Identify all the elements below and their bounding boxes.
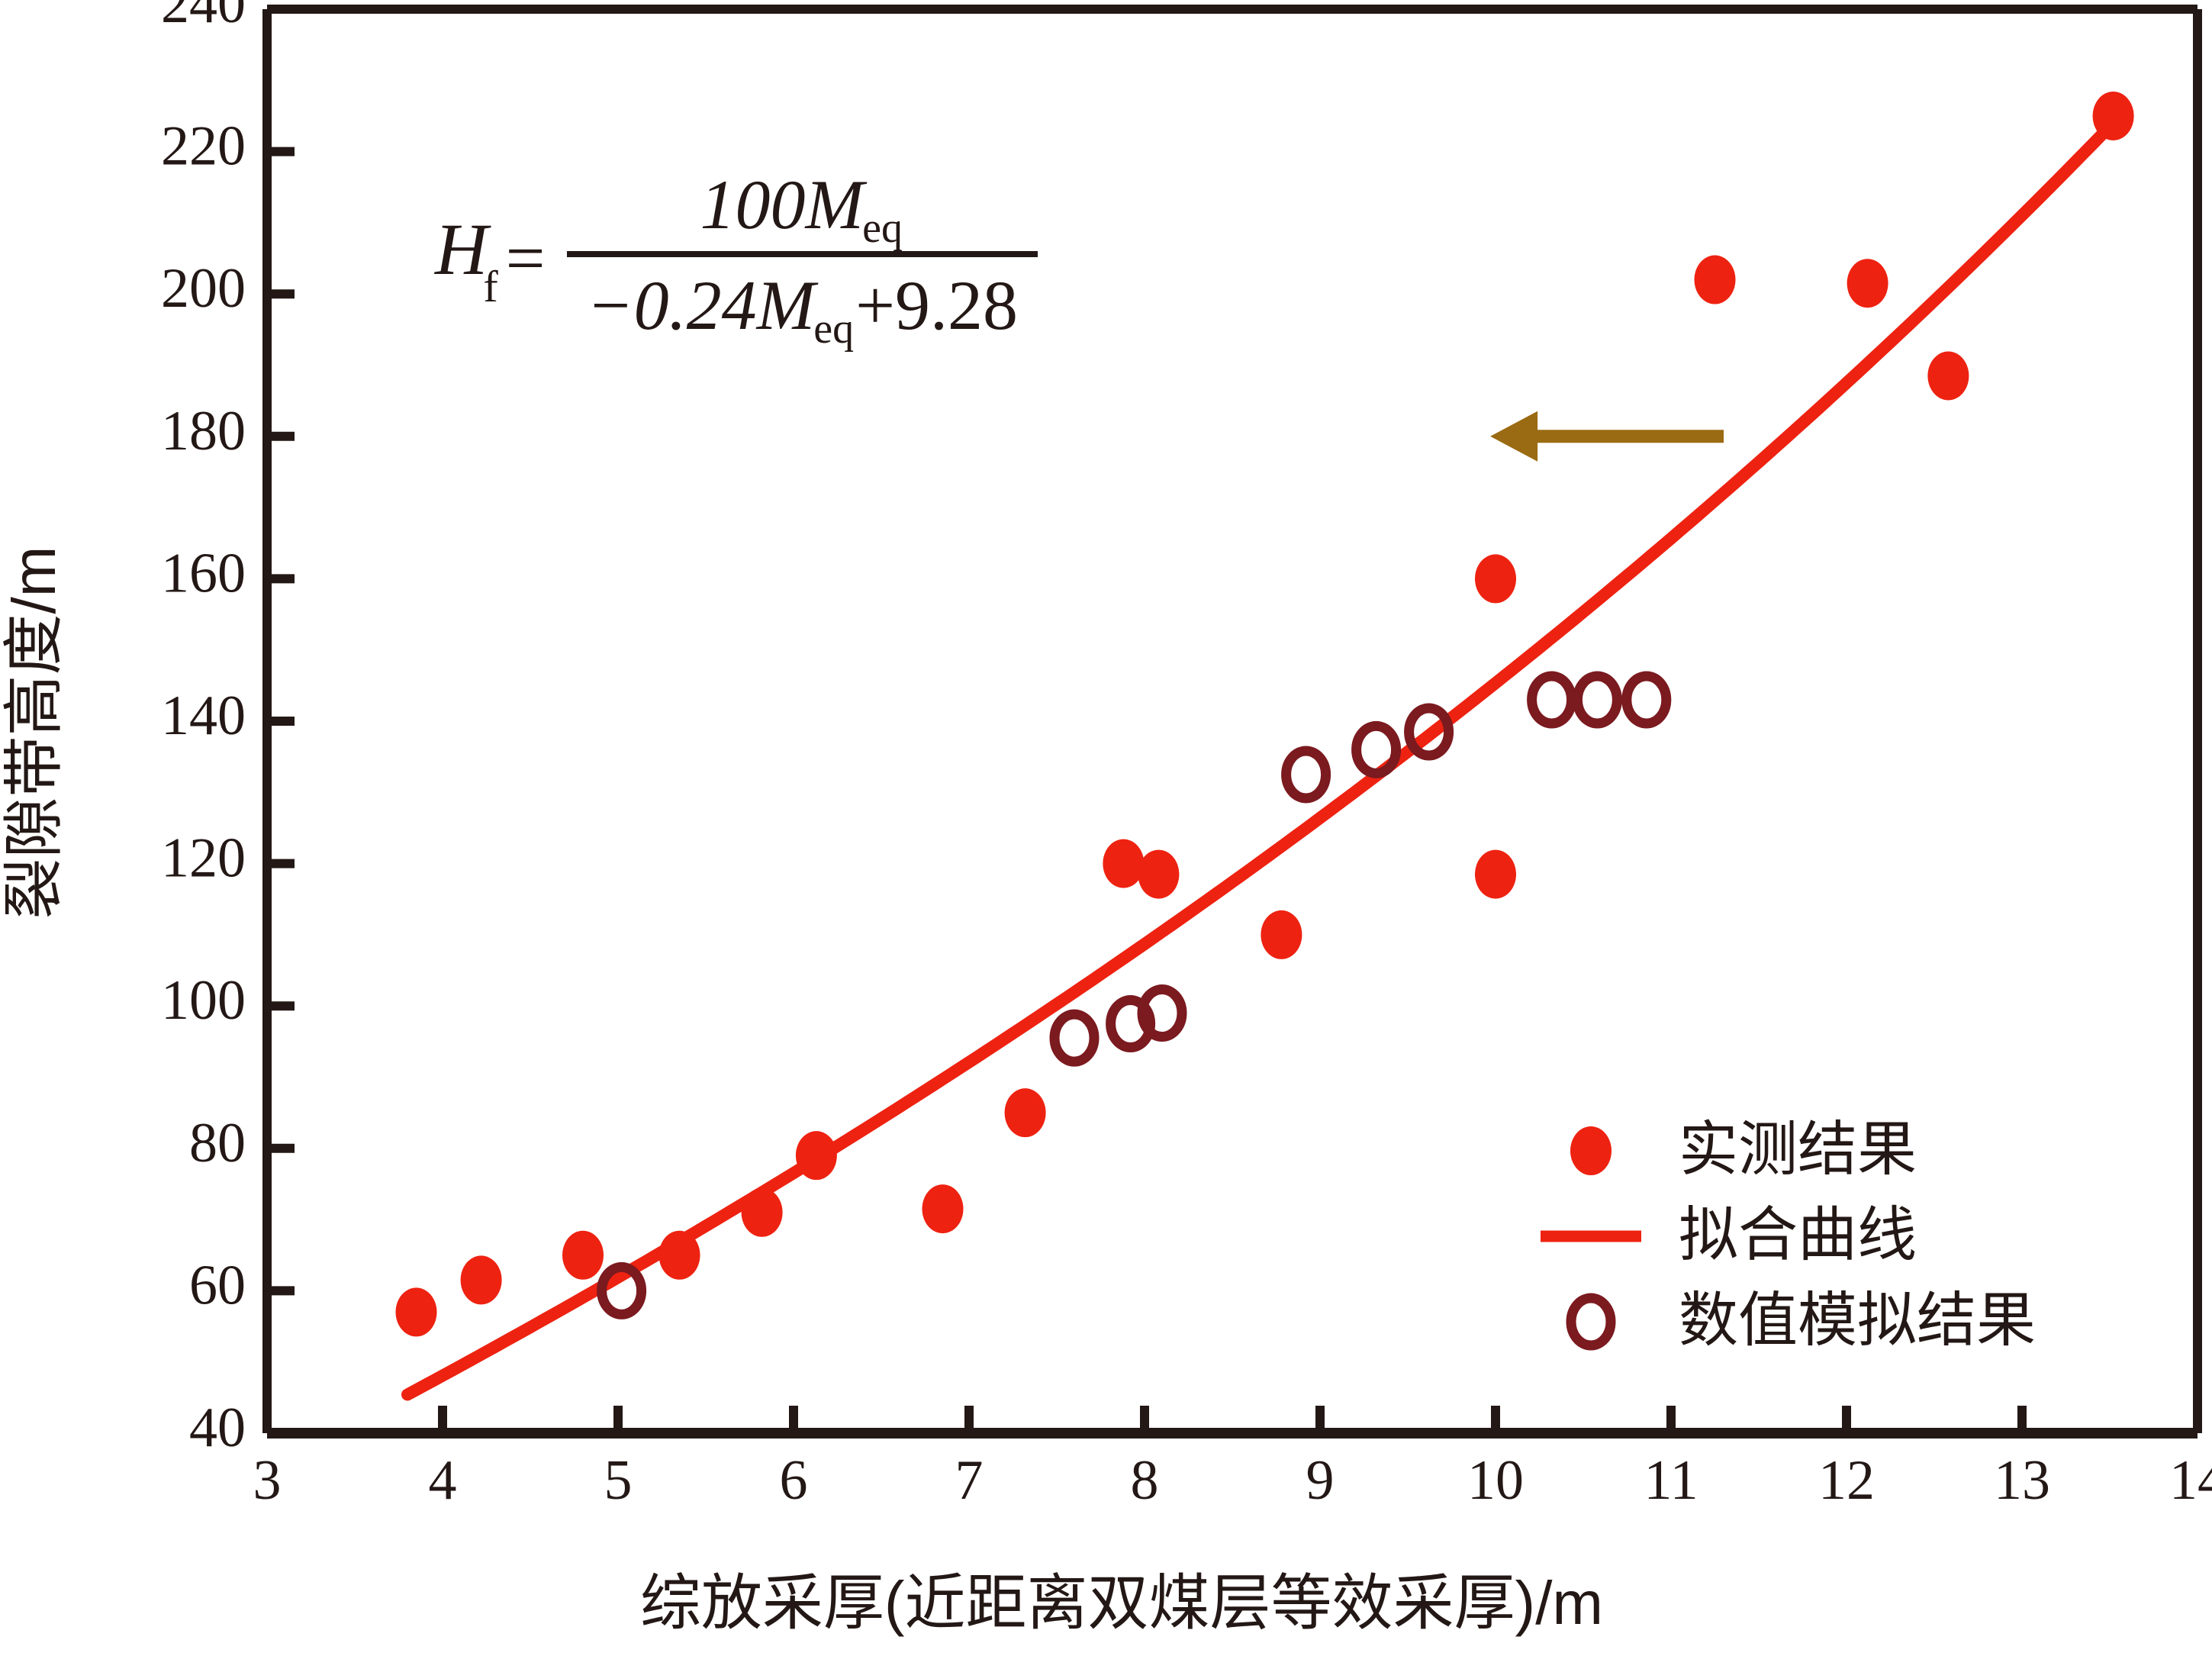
measured-point xyxy=(395,1287,437,1337)
x-tick-label: 12 xyxy=(1818,1449,1875,1512)
measured-point xyxy=(1103,839,1145,888)
simulation-point xyxy=(1049,1009,1100,1067)
simulation-points-group xyxy=(597,671,1672,1319)
y-tick-label: 160 xyxy=(161,542,246,604)
y-tick-label: 140 xyxy=(161,685,246,747)
simulation-point xyxy=(1404,703,1454,761)
measured-point xyxy=(1138,849,1180,899)
measured-point xyxy=(795,1131,837,1181)
fit-curve-path xyxy=(401,120,2116,1401)
y-tick-label: 200 xyxy=(161,257,246,320)
measured-point xyxy=(658,1230,700,1280)
x-tick-label: 9 xyxy=(1306,1449,1335,1512)
x-tick-label: 3 xyxy=(253,1449,282,1512)
x-tick-label: 5 xyxy=(604,1449,633,1512)
equation-numerator: 100Meq xyxy=(700,166,903,252)
measured-point xyxy=(741,1187,783,1237)
measured-point xyxy=(1004,1088,1046,1138)
simulation-point xyxy=(1621,671,1672,729)
x-tick-label: 4 xyxy=(429,1449,457,1512)
x-tick-label: 7 xyxy=(955,1449,984,1512)
legend-label: 实测结果 xyxy=(1679,1116,1917,1183)
simulation-point xyxy=(1572,671,1622,729)
legend-marker-measured xyxy=(1570,1126,1612,1175)
equation-denominator: −0.24Meq+9.28 xyxy=(586,266,1019,353)
y-tick-label: 120 xyxy=(161,827,246,890)
y-tick-label: 180 xyxy=(161,400,246,462)
measured-point xyxy=(1694,255,1736,304)
simulation-point xyxy=(1137,984,1187,1042)
y-axis-tick-labels: 40 60 80 100 120 140 160 180 200 220 240 xyxy=(161,0,246,1459)
simulation-point xyxy=(1527,671,1577,729)
y-tick-label: 40 xyxy=(189,1397,246,1459)
measured-point xyxy=(1475,554,1516,604)
measured-point xyxy=(460,1255,502,1305)
equation-annotation: Hf = 100Meq −0.24Meq+9.28 xyxy=(435,164,1290,393)
x-tick-label: 6 xyxy=(780,1449,808,1512)
fraction-bar xyxy=(566,251,1038,257)
measured-point xyxy=(922,1184,964,1234)
equation-equals: = xyxy=(505,219,546,297)
fit-curve-group xyxy=(401,120,2116,1401)
equation-fraction: 100Meq −0.24Meq+9.28 xyxy=(566,164,1038,353)
legend-label: 拟合曲线 xyxy=(1679,1201,1917,1268)
x-tick-label: 11 xyxy=(1644,1449,1698,1512)
simulation-point xyxy=(1351,720,1402,778)
legend-marker-simulation xyxy=(1566,1293,1616,1351)
y-tick-label: 60 xyxy=(189,1254,246,1316)
y-tick-label: 100 xyxy=(161,969,246,1032)
equation-formula: Hf = 100Meq −0.24Meq+9.28 xyxy=(435,164,1290,353)
x-tick-label: 10 xyxy=(1467,1449,1524,1512)
measured-points-group xyxy=(395,91,2134,1337)
measured-point xyxy=(1927,351,1969,401)
simulation-point xyxy=(597,1261,647,1319)
x-axis-tick-labels: 3 4 5 6 7 8 9 10 11 12 13 14 xyxy=(253,1449,2212,1512)
simulation-point xyxy=(1281,746,1331,804)
trend-arrow-annotation xyxy=(1490,411,1724,462)
x-axis-ticks xyxy=(262,1406,2202,1433)
x-axis-title: 综放采厚(近距离双煤层等效采厚)/m xyxy=(640,1569,1603,1637)
measured-point xyxy=(2092,91,2134,140)
legend-label: 数值模拟结果 xyxy=(1679,1287,2036,1354)
simulation-point xyxy=(1106,995,1156,1053)
y-axis-ticks xyxy=(267,5,295,1438)
plot-frame xyxy=(262,5,2202,1439)
y-tick-label: 80 xyxy=(189,1112,246,1174)
equation-lhs: Hf xyxy=(435,208,498,312)
arrow-head xyxy=(1490,411,1538,462)
measured-point xyxy=(1475,849,1516,899)
y-tick-label: 240 xyxy=(161,0,246,35)
measured-point xyxy=(562,1230,604,1280)
x-tick-label: 14 xyxy=(2169,1449,2212,1512)
x-tick-label: 13 xyxy=(1994,1449,2050,1512)
x-tick-label: 8 xyxy=(1131,1449,1159,1512)
y-axis-title: 裂隙带高度/m xyxy=(0,546,68,920)
y-tick-label: 220 xyxy=(161,115,246,178)
measured-point xyxy=(1261,910,1302,959)
measured-point xyxy=(1847,259,1888,308)
